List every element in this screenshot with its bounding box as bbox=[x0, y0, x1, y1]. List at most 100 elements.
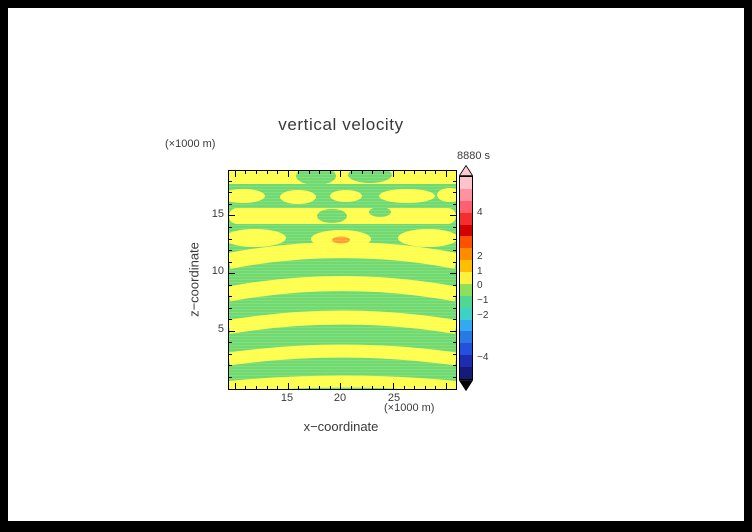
axis-tick bbox=[234, 171, 236, 177]
axis-tick bbox=[445, 171, 447, 177]
axis-tick bbox=[287, 383, 289, 389]
axis-tick bbox=[393, 171, 395, 177]
time-label: 8880 s bbox=[457, 150, 491, 162]
axis-tick bbox=[266, 386, 268, 389]
axis-tick bbox=[382, 386, 384, 389]
axis-tick bbox=[453, 227, 456, 229]
axis-tick bbox=[245, 386, 247, 389]
axis-tick bbox=[393, 383, 395, 389]
axis-tick bbox=[453, 203, 456, 205]
x-axis-label: x−coordinate bbox=[303, 419, 379, 434]
axis-tick bbox=[424, 386, 426, 389]
axis-tick bbox=[453, 353, 456, 355]
axis-tick bbox=[319, 171, 321, 174]
axis-tick bbox=[424, 171, 426, 174]
z-tick-label: 5 bbox=[217, 323, 224, 335]
axis-tick bbox=[255, 171, 257, 174]
axis-tick bbox=[340, 171, 342, 177]
velocity-peak bbox=[332, 236, 350, 244]
axis-tick bbox=[245, 171, 247, 174]
axis-tick bbox=[229, 250, 232, 252]
colorbar-label: −1 bbox=[477, 295, 489, 306]
colorbar-segment bbox=[460, 177, 472, 189]
axis-tick bbox=[229, 227, 232, 229]
axis-tick bbox=[450, 330, 456, 332]
axis-tick bbox=[329, 171, 331, 174]
colorbar-segment bbox=[460, 224, 472, 237]
colorbar-segment bbox=[460, 248, 472, 261]
colorbar-segment bbox=[460, 283, 472, 296]
colorbar-label: 0 bbox=[477, 280, 483, 291]
colorbar-segments bbox=[459, 176, 473, 380]
axis-tick bbox=[229, 261, 232, 263]
axis-tick bbox=[350, 386, 352, 389]
colorbar-segment bbox=[460, 200, 472, 213]
colorbar-segment bbox=[460, 272, 472, 284]
yellow-band-arcs bbox=[229, 242, 456, 389]
axis-tick bbox=[450, 273, 456, 275]
axis-tick bbox=[287, 171, 289, 177]
axis-tick bbox=[340, 383, 342, 389]
axis-tick bbox=[229, 365, 232, 367]
axis-tick bbox=[372, 386, 374, 389]
axis-tick bbox=[361, 171, 363, 174]
axis-tick bbox=[229, 284, 232, 286]
colorbar-segment bbox=[460, 295, 472, 308]
axis-tick bbox=[229, 296, 232, 298]
axis-tick bbox=[229, 353, 232, 355]
axis-tick bbox=[308, 386, 310, 389]
colorbar-segment bbox=[460, 236, 472, 249]
z-axis-unit-label: (×1000 m) bbox=[165, 138, 216, 150]
axis-tick bbox=[453, 284, 456, 286]
axis-tick bbox=[450, 215, 456, 217]
axis-tick bbox=[255, 386, 257, 389]
colorbar-under-arrow-shape bbox=[459, 380, 473, 391]
axis-tick bbox=[229, 203, 232, 205]
x-tick-label: 20 bbox=[333, 392, 347, 404]
axis-tick bbox=[445, 383, 447, 389]
axis-tick bbox=[229, 192, 232, 194]
axis-tick bbox=[414, 171, 416, 174]
axis-tick bbox=[453, 365, 456, 367]
axis-tick bbox=[453, 180, 456, 182]
axis-tick bbox=[229, 273, 235, 275]
axis-tick bbox=[350, 171, 352, 174]
colorbar-segment bbox=[460, 343, 472, 356]
axis-tick bbox=[453, 261, 456, 263]
colorbar-over-arrow bbox=[459, 165, 473, 176]
axis-tick bbox=[372, 171, 374, 174]
axis-tick bbox=[298, 386, 300, 389]
axis-tick bbox=[361, 386, 363, 389]
axis-tick bbox=[453, 192, 456, 194]
colorbar-segment bbox=[460, 307, 472, 320]
colorbar-under-arrow bbox=[459, 380, 473, 391]
axis-tick bbox=[435, 386, 437, 389]
axis-tick bbox=[234, 383, 236, 389]
axis-tick bbox=[229, 319, 232, 321]
contour-field bbox=[229, 171, 456, 389]
axis-tick bbox=[453, 307, 456, 309]
green-gaps bbox=[296, 171, 392, 223]
colorbar-label: −4 bbox=[477, 352, 489, 363]
colorbar-segment bbox=[460, 319, 472, 332]
colorbar-segment bbox=[460, 331, 472, 344]
yellow-band-blobs bbox=[229, 171, 456, 248]
axis-tick bbox=[435, 171, 437, 174]
colorbar-segment bbox=[460, 355, 472, 367]
colorbar-label: 1 bbox=[477, 266, 483, 277]
axis-tick bbox=[229, 180, 232, 182]
axis-tick bbox=[229, 342, 232, 344]
axis-tick bbox=[319, 386, 321, 389]
axis-tick bbox=[308, 171, 310, 174]
axis-tick bbox=[453, 342, 456, 344]
colorbar-segment bbox=[460, 260, 472, 272]
colorbar-label: −2 bbox=[477, 310, 489, 321]
colorbar-segment bbox=[460, 367, 472, 379]
axis-tick bbox=[329, 386, 331, 389]
axis-tick bbox=[229, 238, 232, 240]
x-axis-unit-label: (×1000 m) bbox=[384, 402, 435, 414]
plot-area bbox=[228, 170, 457, 390]
z-tick-label: 15 bbox=[211, 208, 224, 220]
axis-tick bbox=[403, 171, 405, 174]
